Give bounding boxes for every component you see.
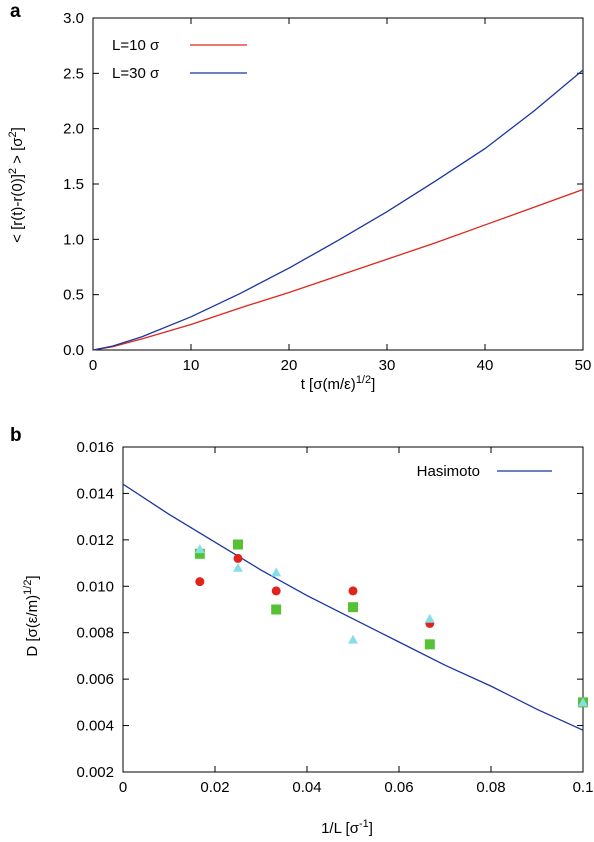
- panel-b-point-circle: [195, 577, 204, 586]
- panel-b-x-tick-label: 0.06: [384, 779, 413, 796]
- panel-b-point-triangle: [348, 635, 358, 644]
- svg-text:1/L [σ-1]: 1/L [σ-1]: [321, 818, 373, 837]
- svg-text:D [σ(ε/m)1/2]: D [σ(ε/m)1/2]: [22, 575, 41, 656]
- panel-b-point-triangle: [195, 544, 205, 553]
- panel-b-y-tick-label: 0.014: [76, 485, 114, 502]
- panel-a-y-tick-label: 3.0: [63, 10, 84, 27]
- panel-b-x-tick-label: 0: [119, 779, 127, 796]
- panel-b-point-triangle: [425, 614, 435, 623]
- panel-a-x-axis-label: t [σ(m/ε)1/2]: [301, 374, 376, 393]
- svg-text:< [r(t)-r(0)]2 > [σ2]: < [r(t)-r(0)]2 > [σ2]: [7, 127, 26, 243]
- panel-b-y-tick-label: 0.002: [76, 764, 114, 781]
- panel-a-label: a: [10, 1, 21, 22]
- panel-b-y-tick-label: 0.010: [76, 578, 114, 595]
- panel-a-msd-chart: a 0 10 20 30 40 50 0.0 0.5 1.0 1.5 2.0 2.5 3.0 L=10 σ…: [7, 1, 591, 393]
- panel-b-y-tick-label: 0.008: [76, 625, 114, 642]
- panel-a-series-line-1: [93, 190, 583, 350]
- panel-b-label: b: [10, 425, 22, 446]
- panel-b-point-triangle: [271, 567, 281, 576]
- panel-a-plot-frame: [93, 18, 583, 350]
- panel-b-point-circle: [234, 554, 243, 563]
- panel-b-x-tick-label: 0.04: [292, 779, 321, 796]
- panel-a-x-tick-label: 20: [281, 357, 298, 374]
- panel-b-point-square: [233, 540, 243, 550]
- panel-a-y-axis-label: < [r(t)-r(0)]2 > [σ2]: [7, 127, 26, 243]
- panel-a-legend-label-1: L=10 σ: [112, 37, 160, 54]
- panel-a-x-tick-label: 0: [89, 357, 97, 374]
- panel-b-y-axis-label: D [σ(ε/m)1/2]: [22, 575, 41, 656]
- panel-b-point-triangle: [233, 563, 243, 572]
- panel-b-y-tick-label: 0.012: [76, 532, 114, 549]
- panel-a-plot-area: 0 10 20 30 40 50 0.0 0.5 1.0 1.5 2.0 2.5 3.0 L=10 σ L=…: [63, 10, 591, 374]
- panel-b-x-tick-label: 0.1: [573, 779, 594, 796]
- panel-b-point-square: [348, 602, 358, 612]
- panel-a-x-tick-label: 10: [183, 357, 200, 374]
- panel-a-y-tick-label: 0.0: [63, 342, 84, 359]
- panel-a-y-tick-label: 1.5: [63, 176, 84, 193]
- panel-b-plot-area: 0 0.02 0.04 0.06 0.08 0.1 0.002 0.004 0.006 0.008…: [76, 439, 593, 796]
- panel-b-point-square: [271, 605, 281, 615]
- panel-b-diffusion-chart: b 0 0.02 0.04 0.06 0.08 0.1 0.002 0.004 0.006 0.0…: [10, 425, 593, 837]
- panel-b-x-tick-label: 0.08: [476, 779, 505, 796]
- panel-b-point-square: [425, 639, 435, 649]
- panel-b-x-tick-label: 0.02: [200, 779, 229, 796]
- panel-a-legend-label-2: L=30 σ: [112, 65, 160, 82]
- panel-b-legend-label: Hasimoto: [417, 463, 480, 480]
- panel-a-y-tick-label: 2.0: [63, 121, 84, 138]
- panel-a-y-tick-label: 0.5: [63, 287, 84, 304]
- panel-a-x-tick-label: 50: [575, 357, 592, 374]
- panel-b-point-circle: [272, 586, 281, 595]
- panel-a-y-tick-label: 2.5: [63, 65, 84, 82]
- panel-b-y-tick-label: 0.016: [76, 439, 114, 456]
- svg-text:t [σ(m/ε)1/2]: t [σ(m/ε)1/2]: [301, 374, 376, 393]
- panel-b-y-tick-label: 0.004: [76, 718, 114, 735]
- panel-a-y-tick-label: 1.0: [63, 231, 84, 248]
- panel-a-x-tick-label: 40: [477, 357, 494, 374]
- panel-b-x-axis-label: 1/L [σ-1]: [321, 818, 373, 837]
- panel-a-x-tick-label: 30: [379, 357, 396, 374]
- panel-b-y-tick-label: 0.006: [76, 671, 114, 688]
- panel-b-point-circle: [349, 586, 358, 595]
- panel-a-series-line-2: [93, 70, 583, 350]
